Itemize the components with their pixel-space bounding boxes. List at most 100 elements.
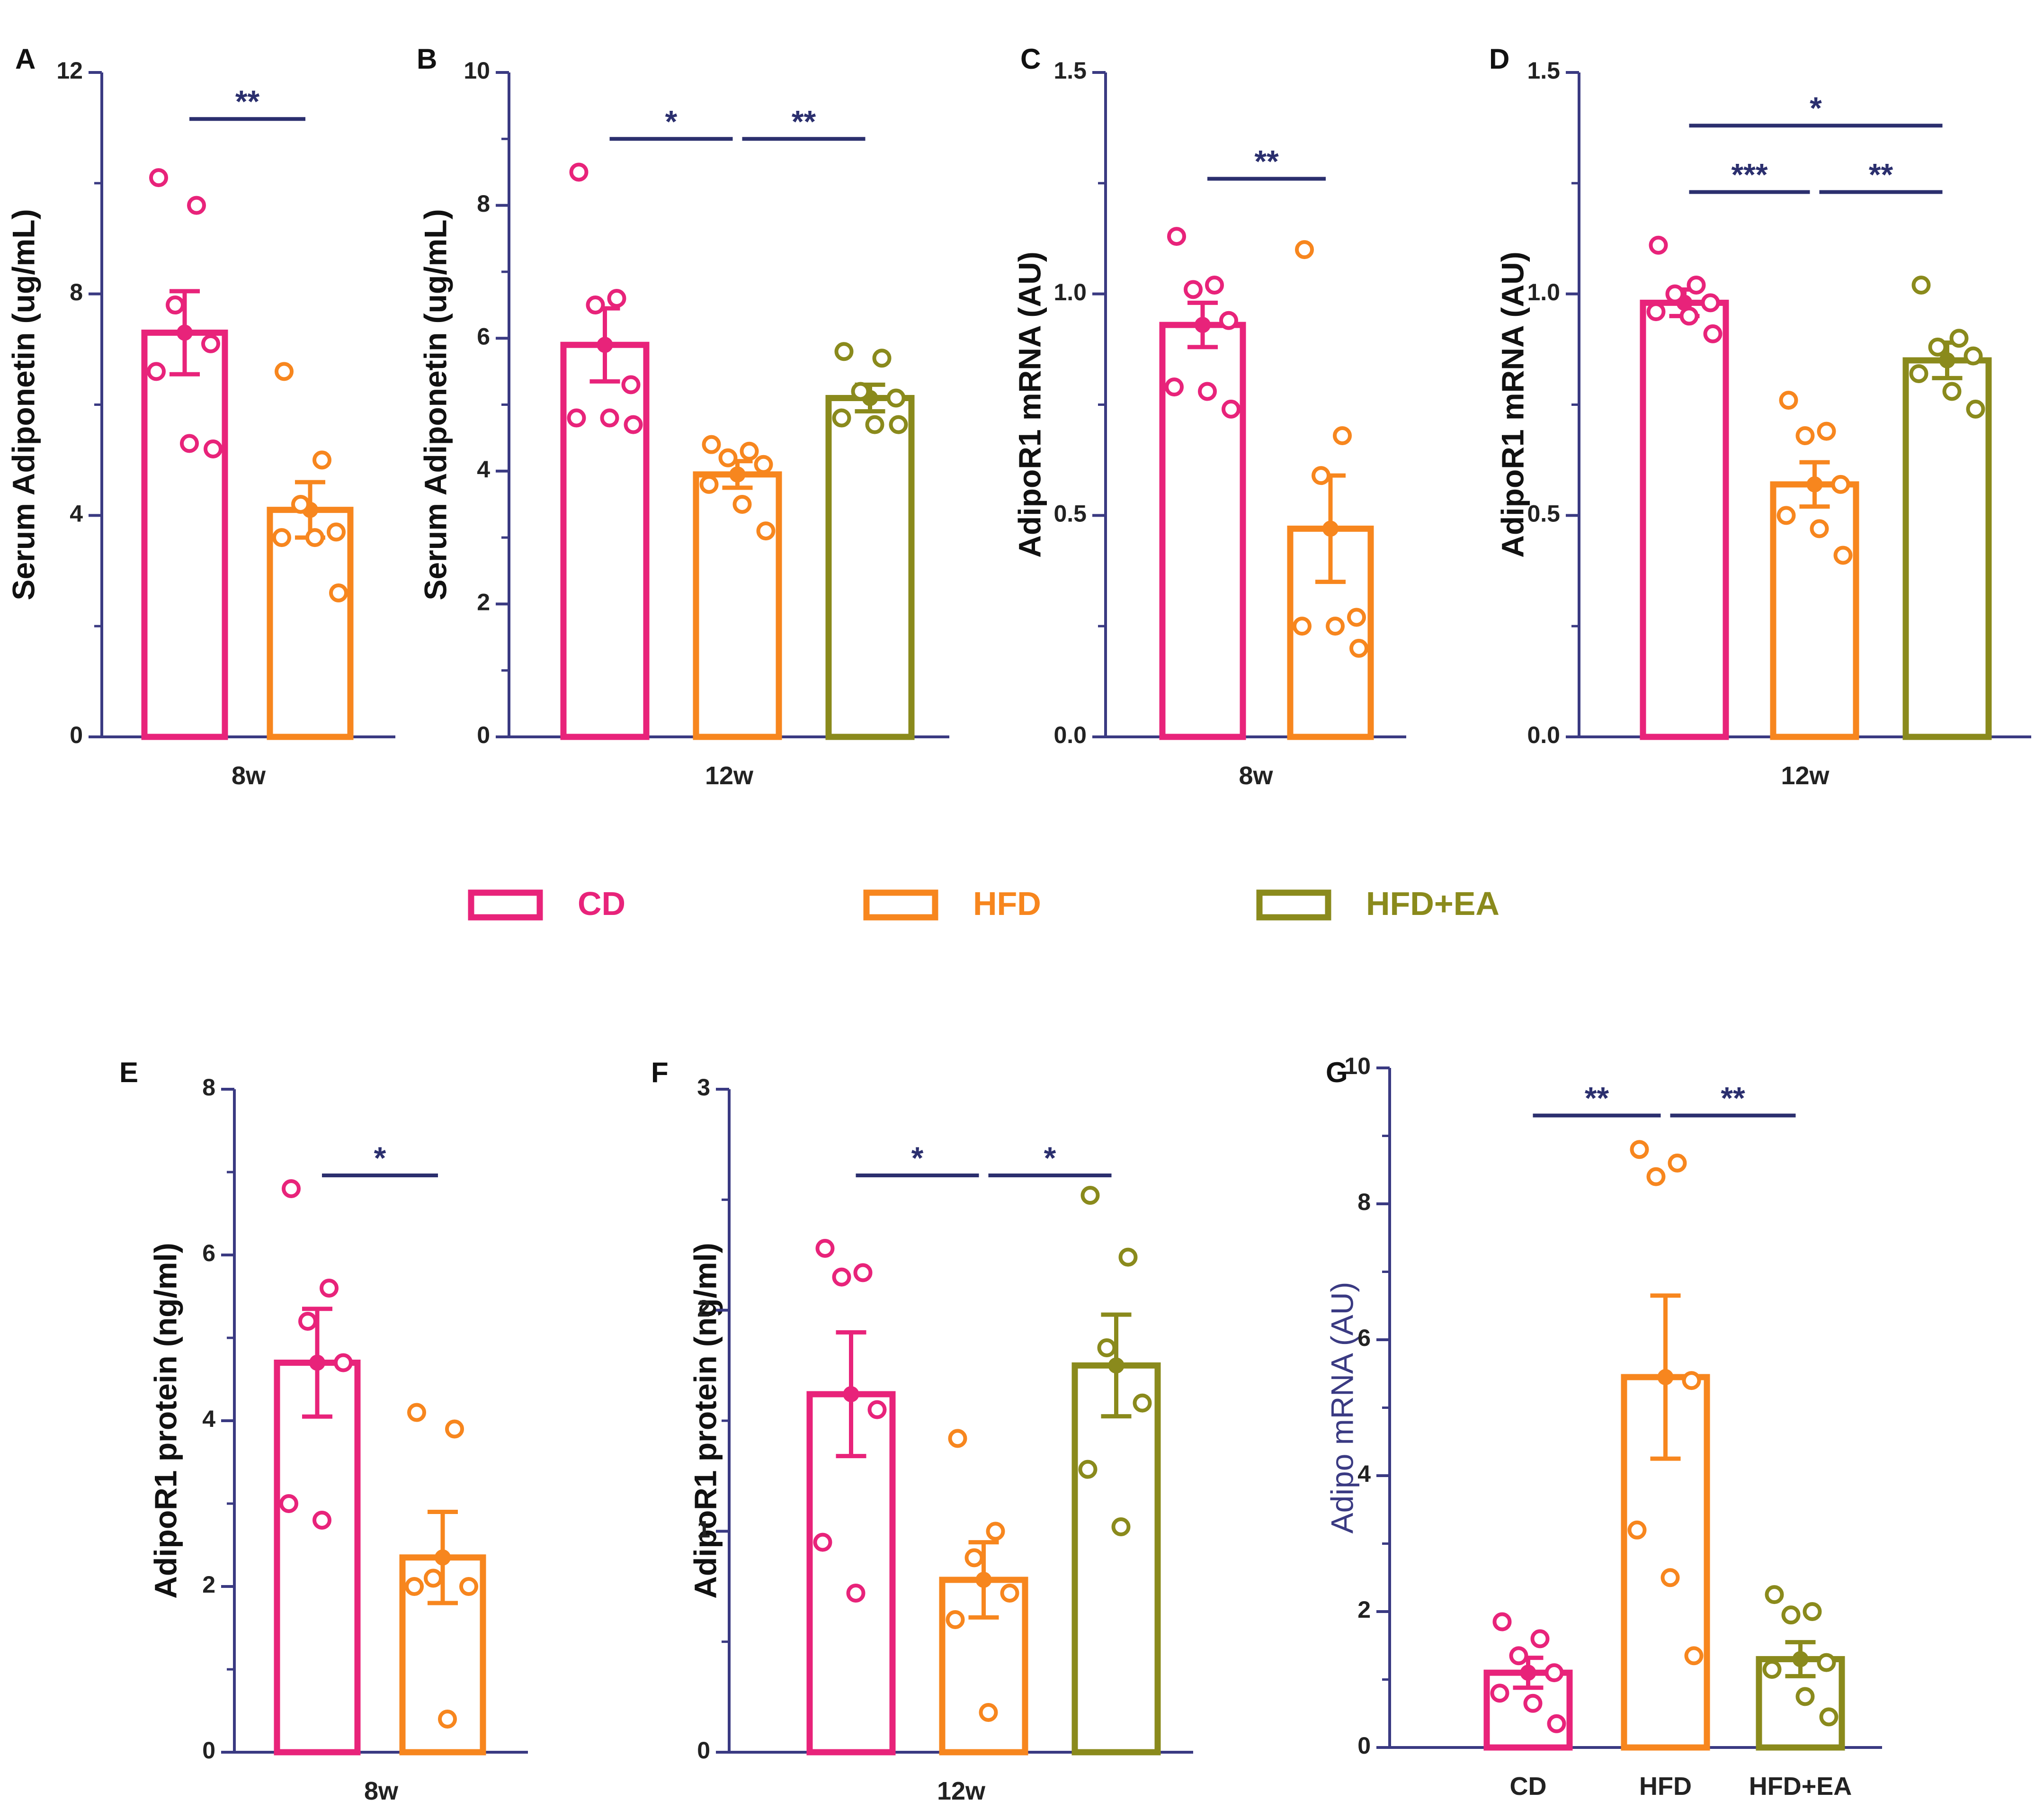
significance-label: *** [1731,157,1767,192]
mean-dot [1792,1651,1809,1667]
data-point [886,388,906,408]
data-point [1795,426,1815,445]
mean-dot [309,1354,325,1371]
significance-label: * [665,104,678,139]
data-point [1646,1167,1666,1186]
data-point [740,441,759,461]
y-tick-label: 2 [477,589,490,616]
data-point [1687,275,1706,295]
data-point [1490,1684,1509,1703]
data-point [872,349,892,368]
x-axis-label: 12w [1781,762,1830,790]
data-point [1349,638,1368,658]
y-tick-label: 1.5 [1527,57,1560,84]
data-point [334,1353,353,1372]
y-tick-label: 4 [202,1406,215,1432]
x-axis-label: 8w [1239,762,1273,790]
data-point [699,475,719,494]
data-point [732,494,752,514]
y-tick-label: 0 [697,1737,710,1764]
data-point [1492,1612,1512,1631]
legend-swatch [468,889,543,921]
mean-dot [1108,1357,1125,1374]
y-tick-label: 0 [1357,1732,1371,1759]
significance-label: * [1044,1140,1056,1175]
data-point [1942,382,1962,401]
data-point [1949,329,1969,348]
series-hfd [1287,240,1374,740]
data-point [445,1419,464,1439]
panel-letter: D [1489,43,1509,75]
data-point [201,334,220,353]
series-hfd [939,1429,1028,1756]
data-point [1649,235,1668,255]
panel-f: F AdipoR1 protein (ng/ml) 0 1 2 3 12w * * [651,1057,1193,1805]
data-point [1776,506,1796,525]
y-tick-label: 10 [464,57,490,84]
data-point [329,583,348,603]
data-point [1795,1687,1815,1706]
mean-dot [1195,317,1211,333]
data-point [272,528,291,547]
series-hfd [1770,391,1859,740]
legend-swatch [863,889,938,921]
data-point [1819,1707,1839,1727]
mean-dot [1806,476,1823,493]
mean-dot [597,337,613,353]
legend-item-hfd-ea: HFD+EA [1256,885,1500,922]
data-point [291,494,310,514]
data-point [1817,421,1836,441]
data-point [948,1429,967,1448]
bar [1640,299,1729,740]
panel-letter: G [1326,1057,1348,1088]
data-point [865,415,884,434]
data-point [834,342,854,361]
data-point [624,415,643,434]
y-tick-label: 0.5 [1053,501,1087,527]
data-point [1523,1694,1543,1713]
data-point [1205,275,1224,295]
x-axis-label: 12w [937,1777,986,1805]
data-point [815,1239,835,1258]
significance-label: ** [1869,157,1893,192]
y-tick-label: 0.0 [1527,722,1560,748]
data-point [754,455,773,474]
data-point [1817,1653,1836,1672]
data-point [1779,391,1798,410]
data-point [946,1610,965,1629]
legend-item-hfd: HFD [863,885,1041,922]
data-point [1701,293,1720,313]
series-cd [1640,235,1729,740]
data-point [569,162,589,182]
mean-dot [1322,520,1339,537]
legend-label: HFD [973,885,1041,922]
x-category-label: HFD [1639,1772,1692,1801]
series-cd [141,168,228,740]
significance-label: ** [1721,1080,1745,1115]
series-cd [1159,227,1246,740]
bar [825,394,915,740]
y-tick-label: 1.0 [1527,279,1560,305]
panel-letter: B [417,43,437,75]
series-hfd-ea [825,342,915,740]
panel-g: G Adipo mRNA (AU) 0 2 4 6 8 10 CD HFD HFD+EA ** ** [1324,1053,1882,1801]
y-tick-label: 0 [477,722,490,748]
data-point [1547,1714,1566,1733]
y-axis-label: AdipoR1 protein (ng/ml) [687,1243,723,1599]
panel-a: A Serum Adiponetin (ug/mL) 0 4 8 12 8w ** [6,43,395,790]
data-point [1668,1153,1687,1173]
data-point [851,382,870,401]
data-point [1133,1393,1152,1413]
x-category-label: CD [1510,1772,1547,1801]
panel-c: C AdipoR1 mRNA (AU) 0.0 0.5 1.0 1.5 8w ** [1012,43,1406,790]
mean-dot [843,1386,859,1402]
data-point [438,1710,457,1729]
data-point [1530,1629,1550,1649]
data-point [1909,364,1928,384]
data-point [298,1312,317,1331]
y-tick-label: 10 [1344,1053,1371,1079]
data-point [1703,324,1723,343]
bar [274,1360,361,1756]
